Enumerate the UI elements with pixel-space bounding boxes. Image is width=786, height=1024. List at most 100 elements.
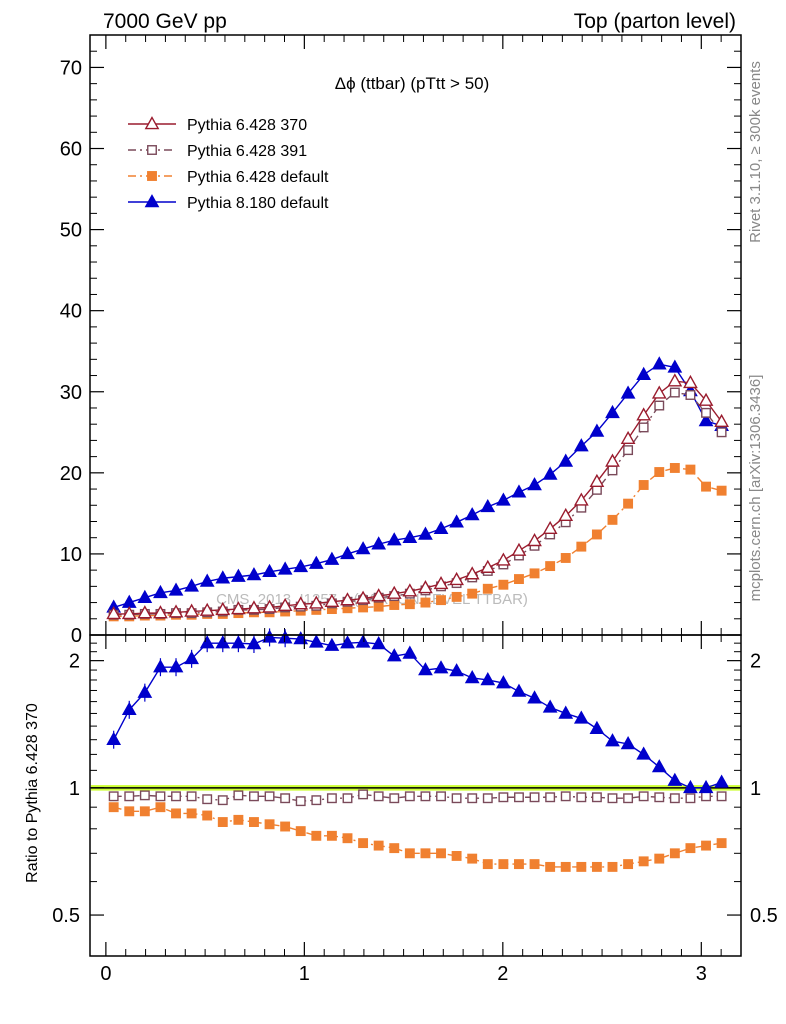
- ratio-data-point: [420, 848, 431, 859]
- ratio-data-point: [108, 802, 119, 813]
- main-data-point: [418, 526, 433, 540]
- ratio-data-point: [186, 791, 197, 802]
- main-data-point: [605, 453, 620, 467]
- main-data-point: [685, 390, 696, 400]
- main-data-point: [184, 603, 199, 617]
- main-data-point: [558, 507, 574, 522]
- legend-entry: Pythia 6.428 default: [128, 169, 329, 186]
- ratio-data-point: [186, 808, 197, 819]
- main-data-point: [527, 477, 542, 491]
- ratio-data-point: [467, 793, 478, 804]
- ratio-data-point: [389, 843, 400, 854]
- main-data-point: [607, 465, 618, 476]
- ratio-data-point: [171, 791, 181, 802]
- ratio-data-point: [168, 659, 184, 673]
- y-tick-label: 50: [60, 220, 82, 242]
- main-data-point: [262, 599, 277, 613]
- ratio-data-point: [716, 791, 727, 802]
- ratio-data-point: [342, 793, 353, 804]
- main-data-point: [340, 545, 355, 560]
- main-panel: CMS_2013_I1257... (PARTON LEVEL TTBAR) 0…: [60, 34, 742, 647]
- main-data-point: [277, 597, 293, 612]
- ratio-data-point: [667, 772, 683, 786]
- main-data-point: [386, 585, 402, 599]
- ratio-panel: 0.5 0.5 1 1 2 2 0 1 2 3: [52, 628, 778, 985]
- ratio-data-point: [233, 790, 244, 801]
- x-tick-label: 1: [299, 963, 310, 985]
- ratio-series-line: [113, 793, 722, 802]
- ratio-data-point: [171, 808, 181, 819]
- ratio-series-1: [108, 802, 727, 872]
- ratio-series-line: [113, 806, 722, 868]
- main-data-point: [620, 385, 636, 399]
- ratio-data-point: [482, 859, 493, 870]
- ratio-data-point: [638, 856, 649, 867]
- y-tick-label: 70: [60, 57, 82, 79]
- main-data-point: [514, 574, 524, 585]
- main-data-point: [389, 600, 400, 610]
- main-data-point: [464, 507, 480, 521]
- main-data-point: [373, 601, 384, 612]
- ratio-y-tick-label-right: 1: [750, 778, 761, 800]
- main-data-point: [153, 605, 168, 619]
- ratio-data-point: [607, 793, 618, 804]
- main-data-point: [262, 563, 277, 578]
- ratio-data-point: [701, 840, 711, 851]
- ratio-data-point: [623, 793, 634, 804]
- main-data-point: [308, 555, 324, 569]
- main-data-point: [669, 463, 680, 473]
- mcplots-info-label: mcplots.cern.ch [arXiv:1306.3436]: [747, 375, 764, 602]
- ratio-data-point: [326, 793, 337, 804]
- ratio-data-point: [389, 793, 400, 804]
- main-data-point: [496, 552, 511, 566]
- main-data-point: [308, 595, 324, 609]
- ratio-data-point: [342, 833, 353, 844]
- ratio-data-point: [215, 635, 231, 649]
- main-data-point: [371, 536, 387, 550]
- main-series-layer: [106, 356, 729, 622]
- x-tick-label: 2: [497, 963, 508, 985]
- ratio-data-point: [184, 650, 199, 665]
- ratio-data-point: [402, 645, 418, 659]
- main-data-point: [511, 484, 527, 498]
- main-data-point: [573, 438, 589, 452]
- ratio-data-point: [638, 791, 649, 802]
- ratio-data-point: [386, 648, 402, 662]
- ratio-data-point: [451, 793, 462, 804]
- y-tick-label: 10: [60, 544, 82, 566]
- main-series-3: [106, 373, 729, 620]
- ratio-y-tick-label: 2: [69, 651, 80, 673]
- main-data-point: [404, 599, 415, 610]
- main-data-point: [638, 480, 649, 490]
- main-data-point: [685, 464, 696, 475]
- ratio-y-tick-label: 0.5: [52, 905, 80, 927]
- ratio-data-point: [293, 631, 309, 645]
- main-series-line: [113, 363, 722, 609]
- main-data-point: [402, 529, 418, 543]
- ratio-data-point: [529, 792, 540, 803]
- ratio-data-point: [199, 635, 215, 649]
- ratio-data-point: [262, 629, 277, 643]
- ratio-data-point: [155, 791, 166, 802]
- main-data-point: [605, 404, 620, 419]
- main-data-point: [121, 605, 137, 620]
- ratio-data-point: [498, 792, 509, 803]
- main-data-point: [168, 582, 184, 596]
- main-series-line: [113, 380, 723, 615]
- ratio-data-point: [277, 630, 293, 644]
- main-data-point: [340, 592, 355, 606]
- ratio-data-point: [545, 861, 556, 872]
- main-data-point: [106, 605, 122, 620]
- main-data-point: [371, 588, 387, 602]
- ratio-data-point: [589, 720, 605, 734]
- main-data-point: [623, 498, 634, 509]
- main-data-point: [199, 573, 215, 587]
- ratio-y-axis: 0.5 0.5 1 1 2 2: [52, 642, 778, 927]
- panel-watermark: CMS_2013_I1257... (PARTON LEVEL TTBAR): [216, 591, 528, 608]
- ratio-data-point: [636, 746, 652, 760]
- ratio-data-point: [217, 817, 228, 827]
- main-data-point: [698, 392, 714, 406]
- main-data-point: [701, 407, 711, 418]
- main-data-point: [420, 597, 431, 608]
- ratio-data-point: [529, 859, 540, 870]
